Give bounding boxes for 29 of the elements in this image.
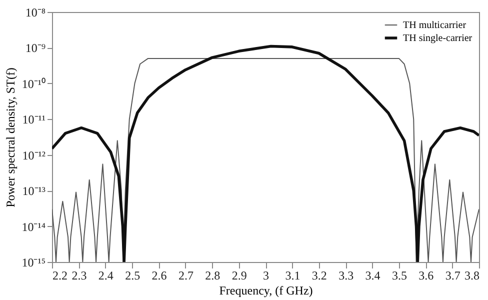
x-tick-label: 2.7 bbox=[178, 268, 194, 282]
x-tick-label: 3.7 bbox=[445, 268, 460, 282]
y-tick-label: 10⁻¹³ bbox=[22, 184, 46, 198]
y-tick-label: 10⁻¹² bbox=[22, 148, 46, 162]
legend-label: TH single-carrier bbox=[403, 33, 473, 44]
x-tick-label: 3.1 bbox=[285, 268, 300, 282]
y-tick-label: 10⁻¹⁵ bbox=[22, 256, 46, 270]
x-tick-label: 2.6 bbox=[152, 268, 167, 282]
legend-label: TH multicarrier bbox=[403, 20, 467, 31]
x-tick-label: 3.4 bbox=[365, 268, 380, 282]
x-tick-label: 3.6 bbox=[418, 268, 434, 282]
y-tick-label: 10⁻⁹ bbox=[25, 41, 46, 56]
x-tick-label: 2.9 bbox=[232, 268, 247, 282]
x-tick-label: 2.4 bbox=[98, 268, 114, 282]
y-axis-title: Power spectral density, ST(f) bbox=[4, 68, 18, 208]
y-tick-label: 10⁻¹¹ bbox=[22, 112, 46, 127]
x-axis-title: Frequency, (f GHz) bbox=[219, 284, 313, 298]
x-tick-label: 2.5 bbox=[125, 268, 140, 282]
x-tick-label: 3.3 bbox=[338, 268, 354, 282]
y-tick-label: 10⁻¹⁴ bbox=[22, 220, 46, 234]
x-tick-label: 3.8 bbox=[464, 268, 480, 282]
y-tick-label: 10⁻⁸ bbox=[25, 6, 46, 20]
x-tick-label: 2.8 bbox=[205, 268, 220, 282]
x-tick-label: 3 bbox=[263, 268, 269, 282]
y-tick-label: 10⁻¹⁰ bbox=[22, 76, 46, 91]
x-tick-label: 2.3 bbox=[72, 268, 87, 282]
x-tick-label: 3.5 bbox=[392, 268, 407, 282]
x-tick-label: 2.2 bbox=[52, 268, 68, 282]
x-tick-label: 3.2 bbox=[312, 268, 327, 282]
